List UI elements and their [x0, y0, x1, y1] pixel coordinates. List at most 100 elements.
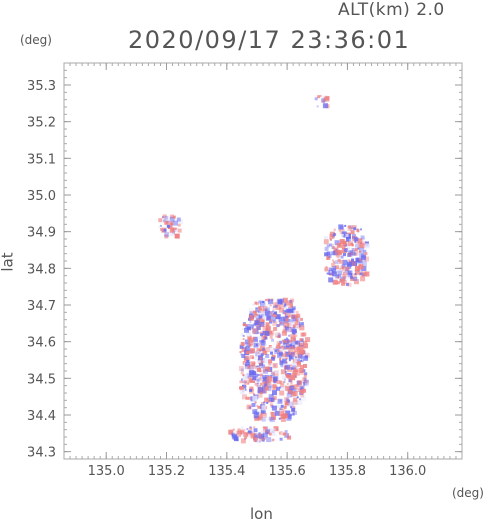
echo-cell	[355, 269, 360, 275]
echo-cell	[170, 225, 173, 227]
echo-cell	[246, 331, 251, 337]
echo-cell	[262, 315, 267, 320]
echo-cell	[347, 282, 352, 287]
echo-cell	[334, 276, 338, 279]
echo-cell	[245, 324, 248, 327]
echo-cell	[256, 404, 259, 407]
echo-cell	[347, 253, 351, 257]
echo-cell	[356, 229, 360, 233]
echo-cell	[241, 347, 247, 353]
echo-cell	[333, 233, 337, 236]
echo-cell	[257, 405, 261, 409]
echo-cell	[303, 364, 307, 368]
echo-cell	[300, 317, 303, 321]
echo-cell	[297, 360, 301, 365]
echo-cell	[286, 344, 289, 348]
echo-cell	[354, 253, 357, 256]
echo-cell	[258, 440, 261, 443]
echo-cell	[351, 248, 355, 251]
echo-cell	[242, 374, 248, 380]
echo-cell	[276, 380, 281, 385]
echo-cell	[160, 228, 164, 231]
y-tick-label: 35.0	[27, 189, 56, 204]
echo-cell	[301, 395, 307, 401]
x-tick-label: 136.0	[389, 464, 426, 479]
echo-cell	[242, 343, 245, 345]
echo-cell	[299, 389, 304, 394]
echo-cell	[253, 357, 257, 360]
echo-cell	[341, 233, 344, 236]
echo-cell	[345, 233, 349, 237]
echo-cell	[253, 413, 259, 419]
echo-cell	[254, 301, 258, 305]
echo-cell	[239, 435, 241, 438]
echo-cell	[328, 267, 332, 271]
echo-cell	[240, 341, 245, 346]
echo-cell	[244, 436, 248, 439]
echo-cell	[341, 281, 346, 286]
echo-cell	[265, 381, 270, 386]
echo-cell	[253, 438, 257, 442]
echo-cell	[255, 348, 258, 351]
echo-cell	[261, 402, 264, 406]
echo-cell	[261, 364, 266, 369]
echo-cell	[249, 371, 255, 377]
echo-cell	[260, 301, 266, 307]
echo-cell	[263, 350, 268, 355]
echo-cell	[244, 339, 250, 345]
echo-cell	[294, 400, 299, 405]
echo-cell	[239, 386, 244, 391]
echo-cell	[295, 345, 298, 347]
echo-cell	[338, 224, 344, 230]
echo-cell	[302, 369, 306, 373]
echo-cell	[240, 333, 244, 336]
echo-cell	[266, 398, 269, 401]
echo-cell	[288, 348, 293, 354]
echo-cell	[267, 362, 273, 368]
echo-cell	[236, 431, 240, 434]
echo-cell	[287, 435, 292, 440]
echo-cell	[268, 394, 274, 400]
echo-cell	[353, 227, 357, 231]
echo-cell	[279, 340, 283, 344]
echo-cell	[284, 304, 287, 307]
echo-cell	[357, 247, 360, 250]
echo-cell	[254, 437, 257, 440]
echo-cell	[341, 264, 346, 269]
echo-cell	[361, 237, 366, 242]
echo-cell	[290, 413, 292, 416]
echo-cell	[350, 261, 356, 267]
echo-cell	[354, 240, 357, 243]
echo-cell	[259, 335, 264, 340]
x-axis-unit: (deg)	[452, 486, 484, 500]
echo-cell	[270, 428, 276, 434]
echo-cell	[260, 308, 265, 313]
echo-cell	[256, 325, 261, 330]
echo-cell	[287, 353, 290, 356]
echo-cell	[345, 267, 350, 271]
echo-cell	[363, 249, 367, 253]
echo-cell	[351, 258, 354, 262]
echo-cell	[348, 225, 353, 230]
echo-cell	[259, 358, 265, 363]
echo-cell	[343, 252, 346, 256]
echo-cell	[278, 324, 281, 327]
echo-cell	[244, 366, 249, 371]
echo-cell	[239, 344, 244, 349]
echo-cell	[296, 320, 299, 323]
echo-cell	[346, 247, 350, 251]
echo-cell	[251, 364, 256, 369]
echo-cell	[241, 380, 244, 383]
echo-cell	[322, 103, 328, 109]
echo-cell	[279, 390, 285, 396]
echo-cell	[232, 428, 235, 431]
echo-cell	[291, 352, 296, 357]
echo-cell	[356, 241, 359, 244]
echo-cell	[176, 217, 181, 222]
echo-cell	[164, 215, 169, 220]
echo-cell	[350, 250, 355, 256]
echo-cell	[286, 301, 291, 306]
timestamp-title: 2020/09/17 23:36:01	[128, 26, 411, 54]
echo-cell	[284, 326, 289, 331]
echo-cell	[287, 350, 290, 353]
